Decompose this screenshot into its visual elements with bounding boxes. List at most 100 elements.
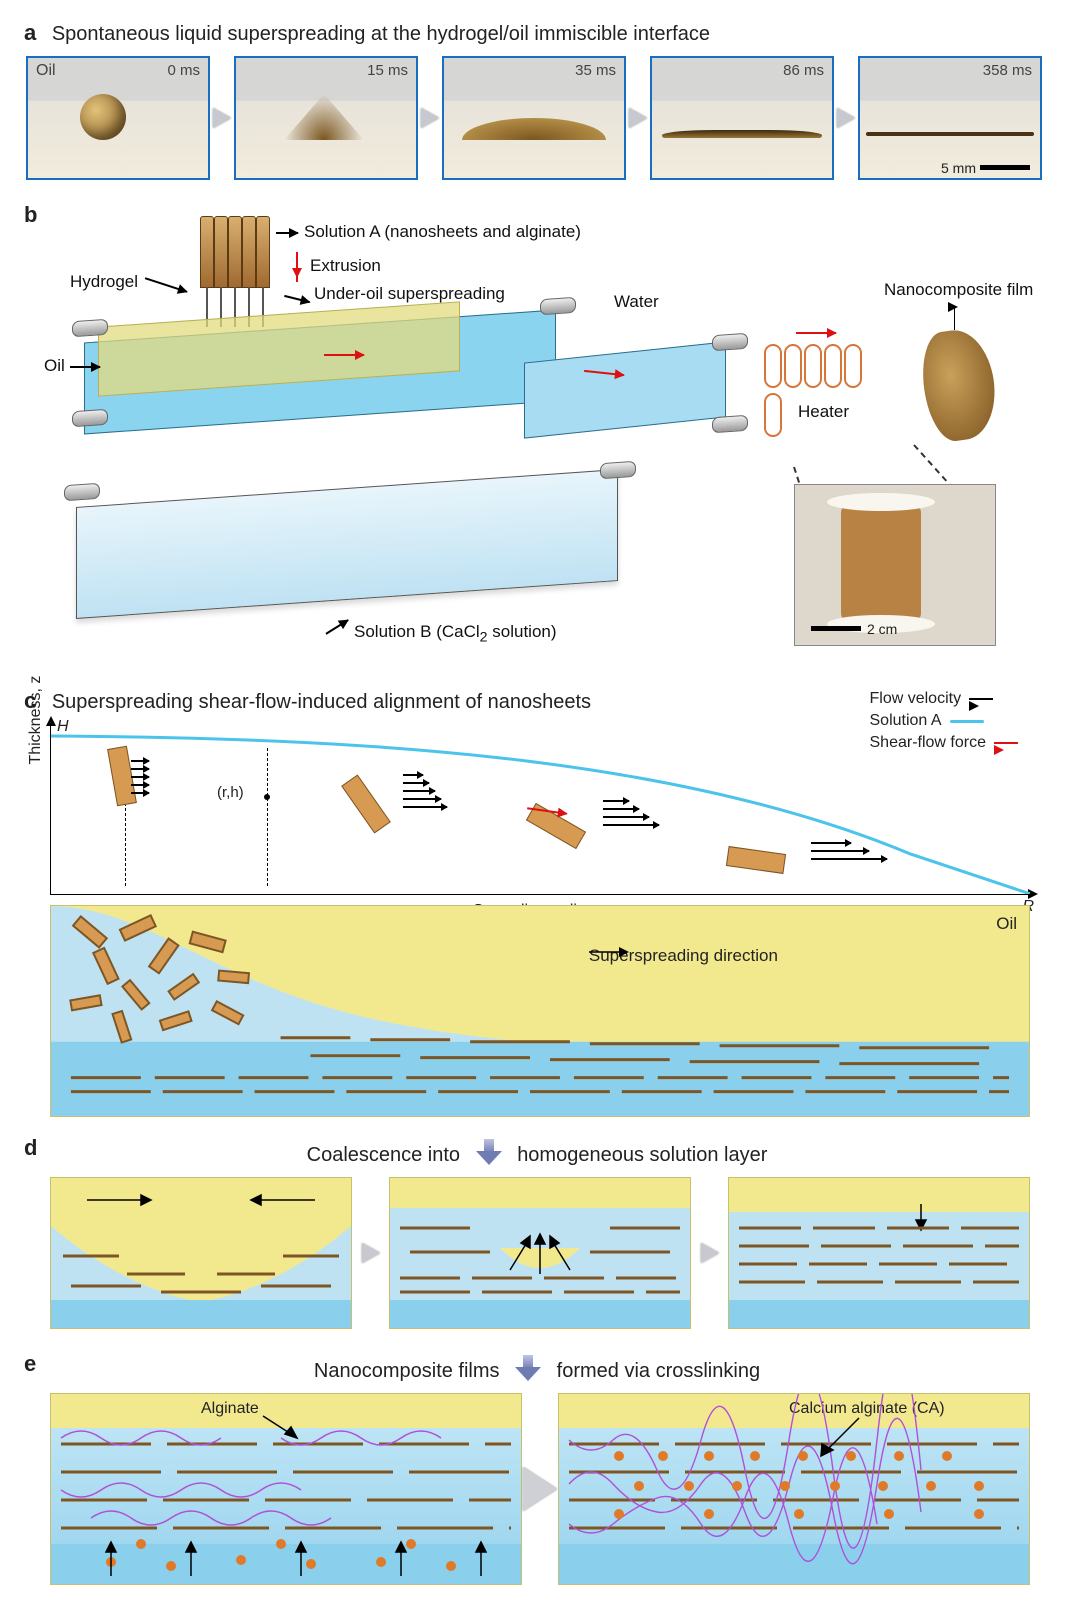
frame: 35 ms [442, 56, 626, 180]
spool-icon [841, 503, 921, 623]
panel-d-box-2: Capillary forces [389, 1177, 691, 1329]
header-left: Coalescence into [307, 1144, 460, 1166]
frame: 358 ms5 mm [858, 56, 1042, 180]
leader-line [70, 366, 100, 368]
panel-e-row: Alginate Ca2+ [50, 1393, 1030, 1585]
roller-icon [72, 319, 108, 338]
roller-icon [600, 461, 636, 480]
leader-line [325, 619, 348, 634]
legend-flow: Flow velocity [870, 690, 962, 708]
roller-icon [540, 297, 576, 316]
droplet-icon [284, 94, 364, 140]
scalebar [980, 165, 1030, 170]
solution-b-text: Solution B (CaCl [354, 622, 480, 641]
panel-e: e Nanocomposite films formed via crossli… [24, 1351, 1050, 1585]
panel-b-canvas: Solution A (nanosheets and alginate) Ext… [24, 234, 1050, 664]
roller-icon [712, 333, 748, 352]
leader-line [145, 277, 187, 292]
down-arrow-icon [476, 1139, 502, 1165]
panel-e-header: e Nanocomposite films formed via crossli… [24, 1351, 1050, 1383]
panel-b: b Solution A (nanosheets and alginate) E… [24, 202, 1050, 664]
hydrogel-label: Hydrogel [70, 272, 138, 292]
droplet-icon [866, 132, 1034, 136]
velocity-vectors [603, 800, 659, 832]
panel-d-row: Superspreadingdirection Hydrogel [50, 1177, 1030, 1329]
y-axis-label: Thickness, z [27, 676, 45, 765]
scalebar-label: 2 cm [867, 621, 897, 637]
frame: 15 ms [234, 56, 418, 180]
syringe-icon [242, 216, 256, 288]
arrow-icon [421, 108, 439, 128]
panel-d: d Coalescence into homogeneous solution … [24, 1135, 1050, 1329]
arrow-icon [837, 108, 855, 128]
flow-arrow-icon [796, 332, 836, 334]
solution-b-sub: 2 [480, 629, 488, 645]
syringe-icon [256, 216, 270, 288]
arrow-icon [362, 1243, 380, 1263]
syringe-icon [214, 216, 228, 288]
panel-d-box-1: Superspreadingdirection Hydrogel [50, 1177, 352, 1329]
syringe-icon [228, 216, 242, 288]
nanofilm-label: Nanocomposite film [884, 280, 1033, 300]
header-right: formed via crosslinking [557, 1360, 760, 1382]
panel-d-header: d Coalescence into homogeneous solution … [24, 1135, 1050, 1167]
extrusion-arrow-icon [296, 252, 298, 282]
arrow-icon [523, 1467, 557, 1511]
arrow-icon [701, 1243, 719, 1263]
panel-d-box-3: Coalesced [728, 1177, 1030, 1329]
scalebar-label: 5 mm [941, 160, 976, 176]
panel-c-caption: Superspreading shear-flow-induced alignm… [52, 691, 591, 713]
solution-b-label: Solution B (CaCl2 solution) [354, 622, 557, 645]
panel-a-label: a [24, 20, 36, 45]
scalebar [811, 626, 861, 631]
panel-d-label: d [24, 1135, 37, 1161]
panel-a-title: a Spontaneous liquid superspreading at t… [24, 20, 1050, 46]
panel-a-frames: 0 ms Oil 15 ms 35 ms 86 ms 358 ms5 mm [26, 56, 1050, 180]
solution-b-tail: solution) [488, 622, 557, 641]
header-left: Nanocomposite films [314, 1360, 500, 1382]
header-right: homogeneous solution layer [517, 1144, 767, 1166]
droplet-icon [662, 130, 822, 138]
film-roll-icon [917, 326, 1002, 445]
panel-c: c Superspreading shear-flow-induced alig… [24, 688, 1050, 1117]
panel-c-axis: Thickness, z Spreading radius, r H R (r,… [50, 724, 1030, 895]
panel-e-label: e [24, 1351, 36, 1377]
line-icon [950, 720, 984, 723]
velocity-vectors [131, 760, 149, 800]
leader-line [284, 295, 310, 303]
heater-label: Heater [798, 402, 849, 422]
leader-line [276, 232, 298, 234]
flow-arrow-icon [324, 354, 364, 356]
down-arrow-icon [515, 1355, 541, 1381]
extrusion-label: Extrusion [310, 256, 381, 276]
timestamp: 0 ms [167, 62, 200, 79]
frame: 86 ms [650, 56, 834, 180]
velocity-vectors [403, 774, 447, 814]
oil-label: Oil [36, 62, 56, 80]
droplet-icon [462, 118, 606, 140]
inset-photo: 2 cm [794, 484, 996, 646]
panel-b-label: b [24, 202, 37, 227]
panel-e-box-2: Calcium alginate (CA) [558, 1393, 1030, 1585]
roller-icon [64, 483, 100, 502]
arrow-icon [213, 108, 231, 128]
panel-a: a Spontaneous liquid superspreading at t… [24, 20, 1050, 180]
velocity-vectors [811, 842, 887, 866]
droplet-icon [80, 94, 126, 140]
timestamp: 86 ms [783, 62, 824, 79]
arrow-icon [969, 698, 993, 700]
arrow-icon [629, 108, 647, 128]
heater-icon [764, 344, 874, 388]
leader-line [954, 306, 957, 330]
oil-label: Oil [44, 356, 65, 376]
underoil-label: Under-oil superspreading [314, 284, 505, 304]
timestamp: 35 ms [575, 62, 616, 79]
panel-c-illustration: Oil Hydrogel Superspreading direction [50, 905, 1030, 1117]
syringe-icon [200, 216, 214, 288]
timestamp: 15 ms [367, 62, 408, 79]
solution-b-tank [76, 469, 618, 619]
panel-a-caption: Spontaneous liquid superspreading at the… [52, 23, 710, 45]
illus-svg [51, 906, 1029, 1116]
point-label: (r,h) [217, 784, 244, 801]
panel-e-box-1: Alginate Ca2+ [50, 1393, 522, 1585]
